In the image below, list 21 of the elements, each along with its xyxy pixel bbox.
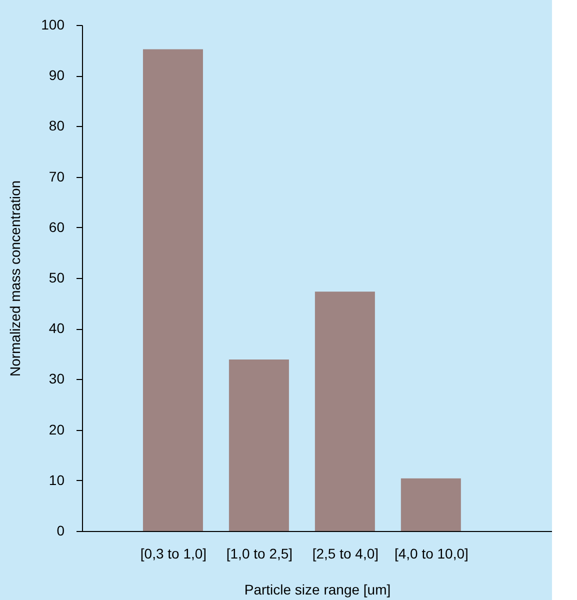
y-tick-label: 70: [48, 168, 65, 184]
bar: [400, 478, 461, 531]
x-tick-label: [2,5 to 4,0]: [312, 546, 379, 562]
x-tick-label: [4,0 to 10,0]: [394, 546, 468, 562]
y-tick-label: 60: [48, 218, 65, 235]
bar: [142, 49, 203, 531]
y-tick-label: 90: [48, 67, 65, 84]
y-tick-label: 80: [48, 118, 65, 134]
bar: [314, 292, 375, 531]
y-tick-label: 50: [48, 270, 65, 286]
x-tick-label: [0,3 to 1,0]: [140, 546, 207, 562]
bar: [228, 359, 289, 531]
y-tick-label: 0: [56, 522, 65, 538]
y-tick-label: 20: [48, 421, 65, 438]
y-tick-label: 30: [48, 370, 65, 387]
y-tick-label: 40: [48, 320, 65, 336]
y-tick-label: 100: [41, 16, 65, 32]
x-axis-title: Particle size range [um]: [244, 582, 391, 598]
y-axis-title: Normalized mass concentration: [7, 180, 24, 377]
x-tick-label: [1,0 to 2,5]: [226, 546, 293, 562]
y-tick-label: 10: [48, 472, 65, 488]
